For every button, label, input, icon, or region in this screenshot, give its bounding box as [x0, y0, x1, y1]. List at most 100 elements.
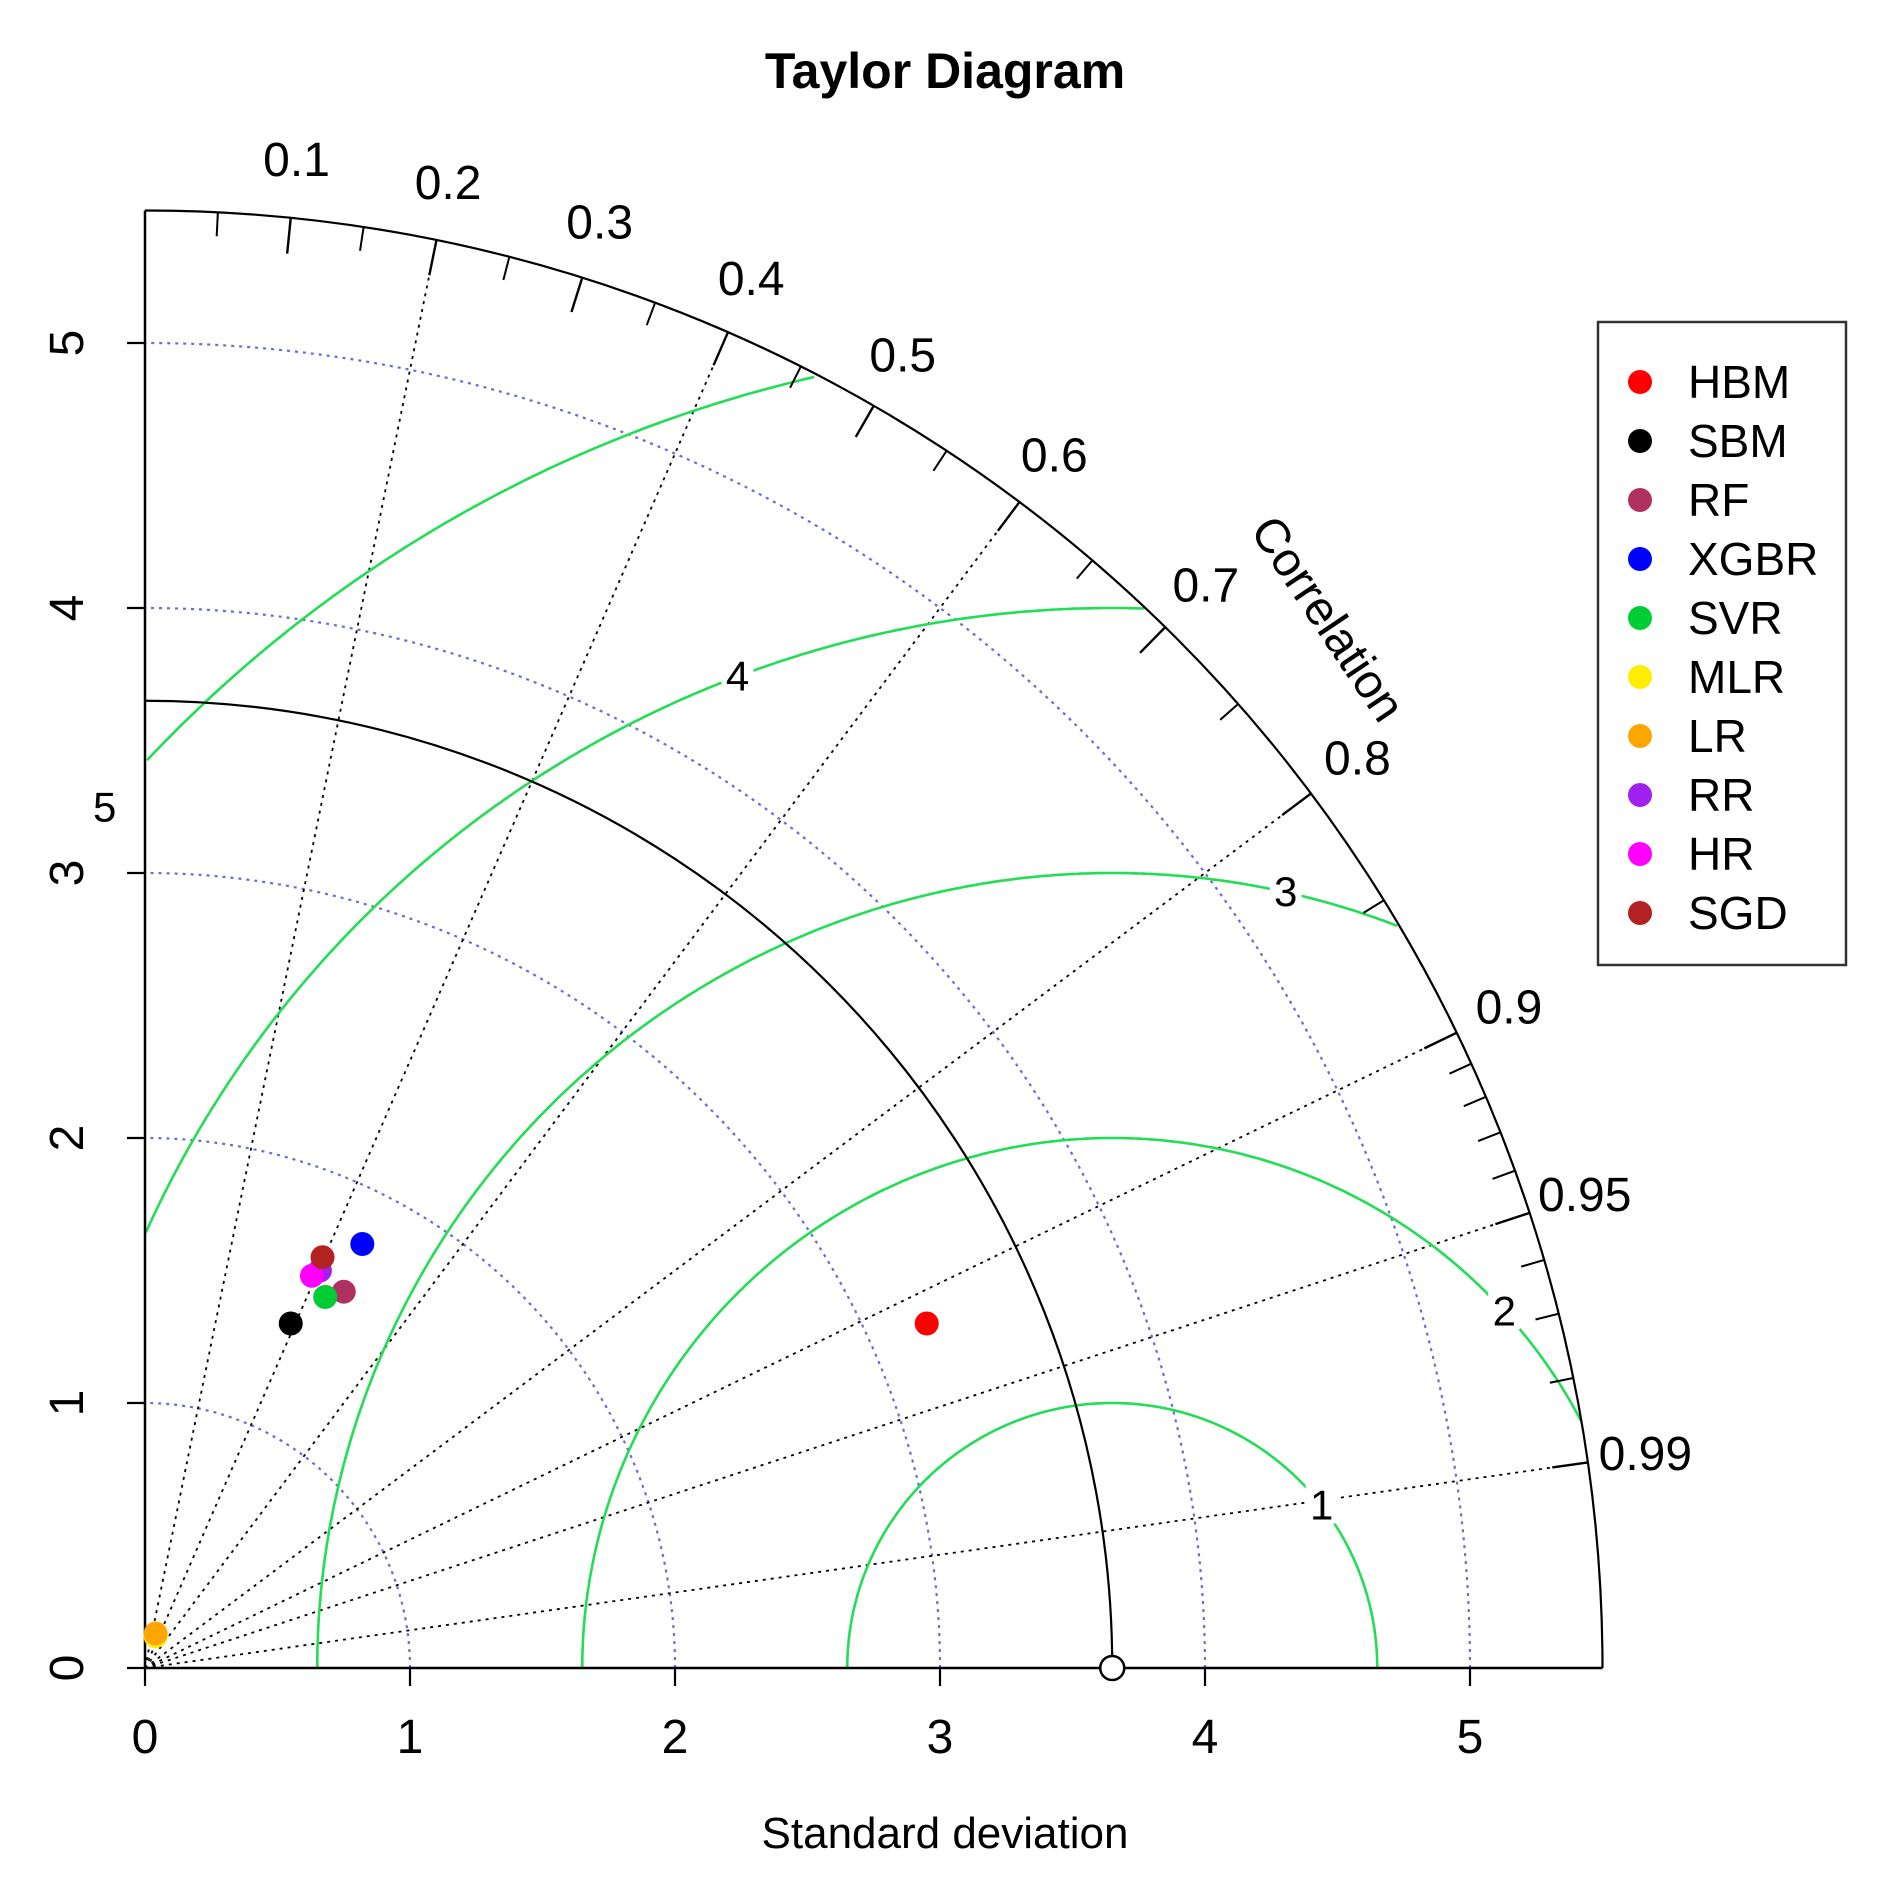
correlation-label: 0.99 [1599, 1428, 1692, 1481]
x-tick-label: 2 [662, 1711, 689, 1764]
y-tick-label: 0 [41, 1655, 94, 1682]
rms-contour [144, 606, 1145, 1234]
correlation-major-tick [1139, 626, 1167, 654]
data-point-lr [143, 1621, 168, 1646]
legend: HBM SBM RF XGBR SVR MLR LR RR HR SGD [1596, 320, 1848, 967]
correlation-arc-label: Correlation [1240, 507, 1415, 732]
correlation-line [144, 1212, 1530, 1669]
correlation-label: 0.1 [263, 134, 330, 187]
rms-contour-label: 4 [726, 652, 749, 699]
legend-label-rr: RR [1688, 769, 1754, 821]
correlation-minor-tick [1477, 1131, 1501, 1143]
legend-label-svr: SVR [1688, 592, 1783, 644]
x-tick-label: 1 [397, 1711, 424, 1764]
legend-marker-sbm [1628, 429, 1652, 453]
correlation-major-tick [570, 277, 584, 313]
sd-grid-arc [144, 871, 942, 1669]
sd-grid-arc [144, 1136, 677, 1669]
sd-grid-arc [144, 606, 1207, 1669]
correlation-minor-tick [1449, 1062, 1472, 1075]
x-tick-label: 3 [927, 1711, 954, 1764]
correlation-major-tick [1281, 792, 1312, 817]
reference-sd-arc [144, 699, 1114, 1669]
correlation-minor-tick [1492, 1169, 1516, 1180]
y-tick-label: 2 [41, 1125, 94, 1152]
rms-contour [146, 375, 815, 761]
correlation-line [144, 1031, 1458, 1669]
data-point-xgbr [350, 1232, 375, 1256]
correlation-minor-tick [215, 212, 219, 237]
y-tick-label: 3 [41, 860, 94, 887]
data-point-sbm [278, 1311, 303, 1336]
correlation-label: 0.5 [869, 330, 936, 383]
sd-grid-arc [144, 341, 1472, 1669]
correlation-minor-tick [1219, 703, 1239, 721]
rms-contour [846, 1401, 1379, 1669]
legend-label-hr: HR [1688, 828, 1754, 880]
legend-marker-sgd [1628, 901, 1652, 925]
data-points [143, 1232, 1126, 1682]
correlation-label: 0.7 [1172, 560, 1239, 613]
legend-marker-rf [1628, 488, 1652, 512]
legend-marker-xgbr [1628, 547, 1652, 571]
correlation-line [144, 1461, 1589, 1669]
correlation-major-tick [854, 405, 875, 438]
correlation-label: 0.4 [718, 253, 785, 306]
sd-grid-arc [144, 1401, 412, 1669]
rms-contour [316, 871, 1398, 1668]
data-point-hr [299, 1263, 324, 1288]
correlation-major-tick [285, 217, 292, 254]
legend-label-hbm: HBM [1688, 356, 1790, 408]
chart-title: Taylor Diagram [765, 43, 1125, 99]
correlation-label: 0.9 [1476, 981, 1543, 1034]
correlation-major-tick [428, 239, 438, 276]
legend-label-sgd: SGD [1688, 887, 1788, 939]
rms-label-bg [1269, 870, 1302, 911]
data-point-hbm [914, 1311, 939, 1336]
x-tick-label: 4 [1192, 1711, 1219, 1764]
legend-label-mlr: MLR [1688, 651, 1785, 703]
correlation-minor-tick [502, 256, 511, 281]
data-point-svr [313, 1285, 338, 1309]
correlation-minor-tick [932, 450, 948, 472]
y-tick-label: 1 [41, 1390, 94, 1417]
correlation-minor-tick [1520, 1258, 1545, 1268]
correlation-major-tick [1552, 1461, 1589, 1469]
rms-contour [581, 1136, 1583, 1668]
correlation-minor-tick [359, 226, 365, 251]
rms-label-bg [1305, 1483, 1338, 1524]
correlation-major-tick [1423, 1031, 1458, 1050]
rms-label-bg [1488, 1289, 1521, 1330]
correlation-major-tick [1495, 1211, 1530, 1226]
y-tick-label: 4 [41, 595, 94, 622]
legend-marker-hbm [1628, 370, 1652, 394]
data-point-rf [331, 1279, 356, 1304]
legend-marker-hr [1628, 842, 1652, 866]
rms-label-bg [88, 785, 121, 826]
correlation-label: 0.2 [415, 157, 482, 210]
rms-contour-label: 1 [1310, 1482, 1333, 1529]
data-point-sgd [310, 1245, 335, 1270]
correlation-major-tick [996, 501, 1021, 532]
reference-point [1099, 1654, 1126, 1682]
grid-layer [144, 239, 1589, 1669]
rms-contour-label: 3 [1274, 868, 1297, 915]
legend-label-lr: LR [1688, 710, 1747, 762]
correlation-line [144, 331, 729, 1669]
correlation-label: 0.6 [1021, 430, 1088, 483]
correlation-major-tick [712, 331, 730, 366]
rms-contour-label: 2 [1493, 1287, 1516, 1334]
legend-label-xgbr: XGBR [1688, 533, 1818, 585]
rms-label-bg [721, 654, 754, 695]
correlation-minor-tick [1362, 899, 1385, 914]
legend-marker-mlr [1628, 665, 1652, 689]
y-tick-label: 5 [41, 330, 94, 357]
correlation-minor-tick [789, 365, 802, 389]
legend-marker-rr [1628, 783, 1652, 807]
x-tick-label: 5 [1457, 1711, 1484, 1764]
correlation-line [144, 501, 1021, 1669]
rms-contours: 1 2 3 4 5 [88, 375, 1583, 1669]
rms-contour-label: 5 [93, 783, 116, 830]
correlation-minor-tick [645, 302, 657, 326]
